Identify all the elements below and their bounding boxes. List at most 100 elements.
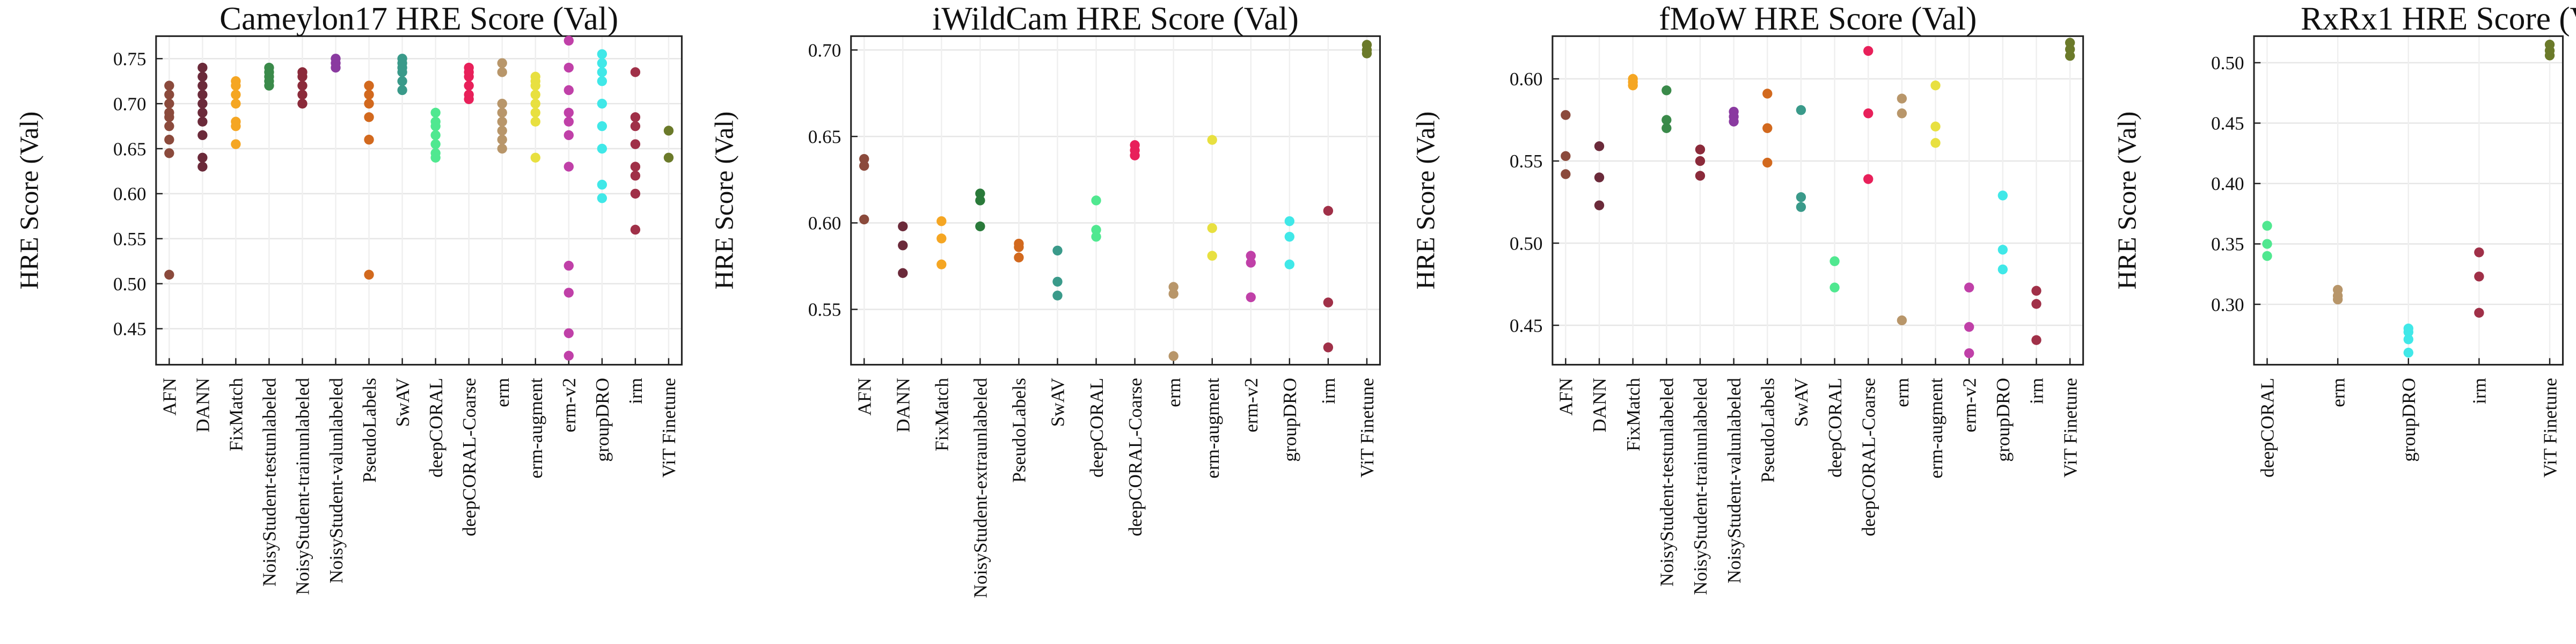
- point: [1091, 225, 1101, 235]
- point: [197, 80, 208, 91]
- point: [1662, 123, 1672, 133]
- point: [597, 67, 608, 77]
- point: [231, 80, 241, 91]
- x-tick-label: erm: [1163, 378, 1184, 407]
- x-tick-label: SwAV: [1791, 378, 1812, 427]
- x-tick-label: NoisyStudent-trainunlabeled: [1690, 378, 1711, 595]
- point: [164, 148, 174, 158]
- point: [331, 62, 341, 73]
- point: [564, 107, 574, 118]
- point: [975, 188, 985, 199]
- point: [397, 67, 407, 77]
- point: [1052, 276, 1063, 287]
- point: [1863, 108, 1874, 119]
- y-tick-label: 0.45: [113, 319, 147, 340]
- point: [630, 188, 641, 199]
- point: [2262, 221, 2272, 231]
- point: [1207, 223, 1217, 233]
- y-tick-label: 0.40: [2211, 173, 2244, 194]
- point: [1052, 245, 1063, 256]
- point: [1207, 135, 1217, 145]
- point: [2065, 50, 2075, 61]
- point: [497, 116, 507, 127]
- point: [1863, 174, 1874, 184]
- point: [597, 143, 608, 154]
- point: [430, 139, 441, 149]
- y-tick-label: 0.55: [808, 299, 841, 320]
- point: [1964, 348, 1974, 358]
- x-tick-label: DANN: [893, 378, 914, 433]
- point: [2332, 294, 2343, 305]
- point: [859, 160, 869, 171]
- point: [430, 107, 441, 118]
- point: [630, 171, 641, 181]
- point: [1964, 322, 1974, 332]
- y-tick-label: 0.45: [2211, 113, 2244, 134]
- point: [1130, 150, 1140, 160]
- point: [364, 135, 374, 145]
- point: [1561, 169, 1571, 179]
- point: [2474, 247, 2484, 258]
- x-tick-label: ViT Finetune: [1357, 378, 1378, 478]
- x-tick-label: deepCORAL: [1825, 378, 1846, 478]
- point: [530, 90, 540, 100]
- point: [630, 162, 641, 172]
- point: [936, 216, 947, 226]
- point: [197, 162, 208, 172]
- point: [898, 240, 908, 251]
- point: [197, 62, 208, 73]
- point: [497, 143, 507, 154]
- x-tick-label: irm: [2469, 378, 2490, 404]
- point: [464, 71, 474, 82]
- point: [430, 121, 441, 131]
- x-tick-label: irm: [1318, 378, 1339, 404]
- x-tick-label: DANN: [1589, 378, 1610, 433]
- point: [1829, 282, 1840, 292]
- point: [497, 107, 507, 118]
- point: [1997, 264, 2008, 275]
- x-tick-label: NoisyStudent-extraunlabeled: [970, 378, 991, 598]
- point: [231, 121, 241, 131]
- y-tick-label: 0.55: [1510, 151, 1543, 172]
- x-tick-label: groupDRO: [592, 378, 613, 462]
- x-tick-label: FixMatch: [226, 378, 247, 451]
- x-tick-label: deepCORAL-Coarse: [1125, 378, 1146, 536]
- point: [397, 76, 407, 86]
- point: [297, 90, 308, 100]
- x-tick-label: deepCORAL: [1086, 378, 1107, 478]
- plot-frame: [850, 35, 1381, 366]
- point: [1052, 290, 1063, 301]
- x-tick-label: erm-v2: [559, 378, 580, 433]
- point: [1284, 216, 1295, 226]
- x-tick-label: erm-augment: [1202, 378, 1223, 479]
- point: [530, 80, 540, 91]
- point: [530, 98, 540, 109]
- y-tick-label: 0.55: [113, 229, 147, 250]
- y-tick-label: 0.45: [1510, 315, 1543, 336]
- point: [898, 268, 908, 278]
- point: [164, 269, 174, 280]
- point: [1762, 157, 1773, 168]
- point: [630, 121, 641, 131]
- point: [1997, 245, 2008, 255]
- plot-frame: [1552, 35, 2084, 366]
- point: [1561, 151, 1571, 161]
- point: [1362, 48, 1372, 58]
- x-tick-label: NoisyStudent-trainunlabeled: [292, 378, 313, 595]
- point: [1930, 80, 1941, 91]
- point: [1246, 258, 1256, 268]
- x-tick-label: AFN: [854, 378, 875, 415]
- point: [564, 260, 574, 271]
- point: [1323, 297, 1334, 308]
- point: [1662, 85, 1672, 96]
- point: [564, 35, 574, 46]
- point: [1695, 156, 1706, 166]
- x-tick-label: PseudoLabels: [1758, 378, 1779, 482]
- x-tick-label: NoisyStudent-testunlabeled: [259, 378, 280, 587]
- chart-title: fMoW HRE Score (Val): [1659, 1, 1977, 37]
- point: [564, 85, 574, 96]
- x-tick-label: erm-v2: [1241, 378, 1262, 433]
- y-tick-label: 0.65: [113, 138, 147, 159]
- point: [1561, 110, 1571, 120]
